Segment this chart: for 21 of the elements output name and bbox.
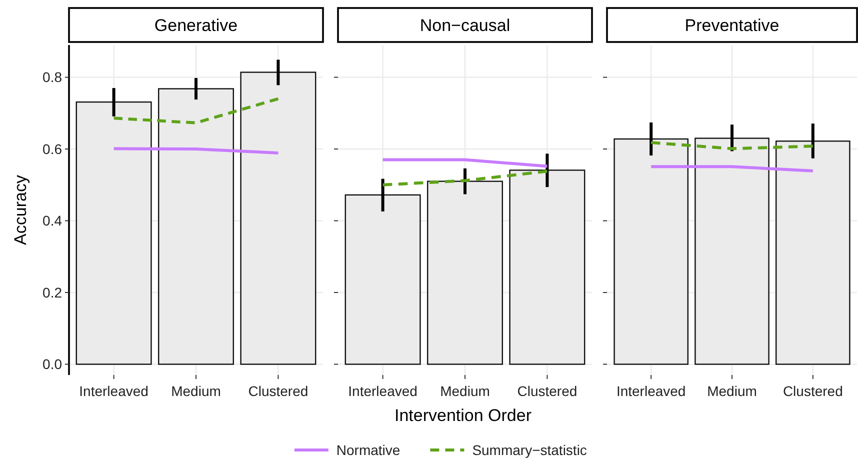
- y-tick-label: 0.4: [42, 212, 62, 229]
- x-tick-label: Interleaved: [348, 383, 418, 399]
- y-axis-title: Accuracy: [11, 174, 30, 245]
- y-tick-label: 0.0: [42, 356, 62, 372]
- x-tick-label: Medium: [440, 383, 490, 399]
- y-tick-label: 0.2: [42, 284, 62, 300]
- y-tick-label: 0.6: [42, 140, 62, 157]
- chart-title: Preventative: [684, 16, 780, 35]
- x-tick-label: Interleaved: [79, 383, 148, 399]
- x-tick-label: Medium: [707, 383, 757, 399]
- y-tick-label: 0.8: [42, 69, 62, 86]
- x-tick-label: Medium: [171, 383, 221, 399]
- x-tick-label: Interleaved: [616, 383, 686, 399]
- legend-label: Normative: [336, 442, 400, 458]
- chart-title: Generative: [154, 16, 238, 35]
- chart-title: Non−causal: [420, 16, 510, 35]
- legend-label: Summary−statistic: [472, 442, 587, 458]
- x-tick-label: Clustered: [248, 383, 308, 399]
- x-axis-title: Intervention Order: [394, 406, 532, 425]
- x-tick-label: Clustered: [782, 383, 843, 399]
- x-tick-label: Clustered: [517, 383, 578, 399]
